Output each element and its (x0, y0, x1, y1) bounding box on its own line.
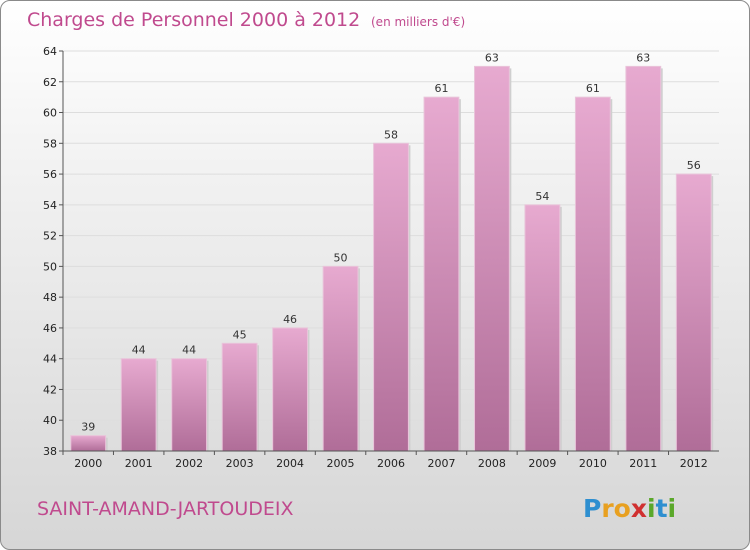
y-tick-label: 64 (43, 45, 57, 58)
logo-letter: i (668, 494, 677, 523)
bar (373, 142, 409, 452)
location-name: SAINT-AMAND-JARTOUDEIX (37, 498, 293, 520)
x-tick-label: 2005 (327, 457, 355, 470)
y-tick-label: 50 (43, 260, 57, 273)
bar (272, 327, 308, 452)
y-tick-label: 44 (43, 353, 57, 366)
x-tick-label: 2006 (377, 457, 405, 470)
bar (574, 96, 611, 452)
y-tick-label: 38 (43, 445, 57, 458)
bar-value-label: 45 (233, 328, 247, 341)
bar-value-label: 44 (132, 344, 146, 357)
y-tick-label: 54 (43, 199, 57, 212)
bar (524, 204, 561, 452)
bar-value-label: 63 (485, 51, 499, 64)
x-tick-label: 2007 (427, 457, 455, 470)
axis-layer: 38 40 42 44 46 48 50 52 54 56 58 60 62 64 2000 2001 2002… (43, 45, 719, 470)
x-tick-label: 2002 (175, 457, 203, 470)
bar (423, 96, 460, 452)
bar-value-label: 54 (535, 190, 549, 203)
y-tick-label: 52 (43, 230, 57, 243)
x-tick-label: 2003 (226, 457, 254, 470)
x-tick-label: 2008 (478, 457, 506, 470)
bar-value-label: 44 (182, 344, 196, 357)
logo-letter: P (583, 494, 601, 523)
y-tick-label: 56 (43, 168, 57, 181)
y-tick-label: 58 (43, 137, 57, 150)
bar-value-label: 46 (283, 313, 297, 326)
y-tick-label: 62 (43, 76, 57, 89)
chart-title: Charges de Personnel 2000 à 2012 (27, 9, 360, 31)
bar (625, 65, 662, 452)
chart-subtitle: (en milliers d'€) (371, 15, 465, 29)
bar (70, 435, 107, 452)
logo-letter: o (614, 494, 631, 523)
bars-layer: 39 44 44 45 46 50 58 61 63 54 61 63 56 (70, 51, 714, 452)
logo-letter: i (647, 494, 656, 523)
bar-value-label: 50 (334, 251, 348, 264)
y-tick-label: 40 (43, 414, 57, 427)
x-tick-label: 2000 (74, 457, 102, 470)
x-tick-label: 2010 (579, 457, 607, 470)
x-tick-label: 2004 (276, 457, 304, 470)
bar-value-label: 63 (636, 51, 650, 64)
x-tick-label: 2011 (629, 457, 657, 470)
proxiti-logo: Proxiti (583, 494, 676, 523)
y-tick-label: 48 (43, 291, 57, 304)
bar (171, 358, 208, 452)
y-tick-label: 46 (43, 322, 57, 335)
bar-value-label: 61 (434, 82, 448, 95)
bar-value-label: 58 (384, 128, 398, 141)
bar (120, 358, 157, 452)
x-tick-label: 2001 (125, 457, 153, 470)
bar-value-label: 61 (586, 82, 600, 95)
y-tick-label: 60 (43, 107, 57, 120)
bar (675, 173, 712, 452)
bar (221, 342, 258, 452)
bar-value-label: 39 (81, 421, 95, 434)
logo-letter: t (656, 494, 668, 523)
x-tick-label: 2009 (528, 457, 556, 470)
bar-value-label: 56 (687, 159, 701, 172)
bar (474, 65, 510, 452)
x-tick-label: 2012 (680, 457, 708, 470)
y-tick-label: 42 (43, 383, 57, 396)
logo-letter: r (601, 494, 614, 523)
bar (322, 265, 359, 452)
logo-letter: x (631, 494, 647, 523)
